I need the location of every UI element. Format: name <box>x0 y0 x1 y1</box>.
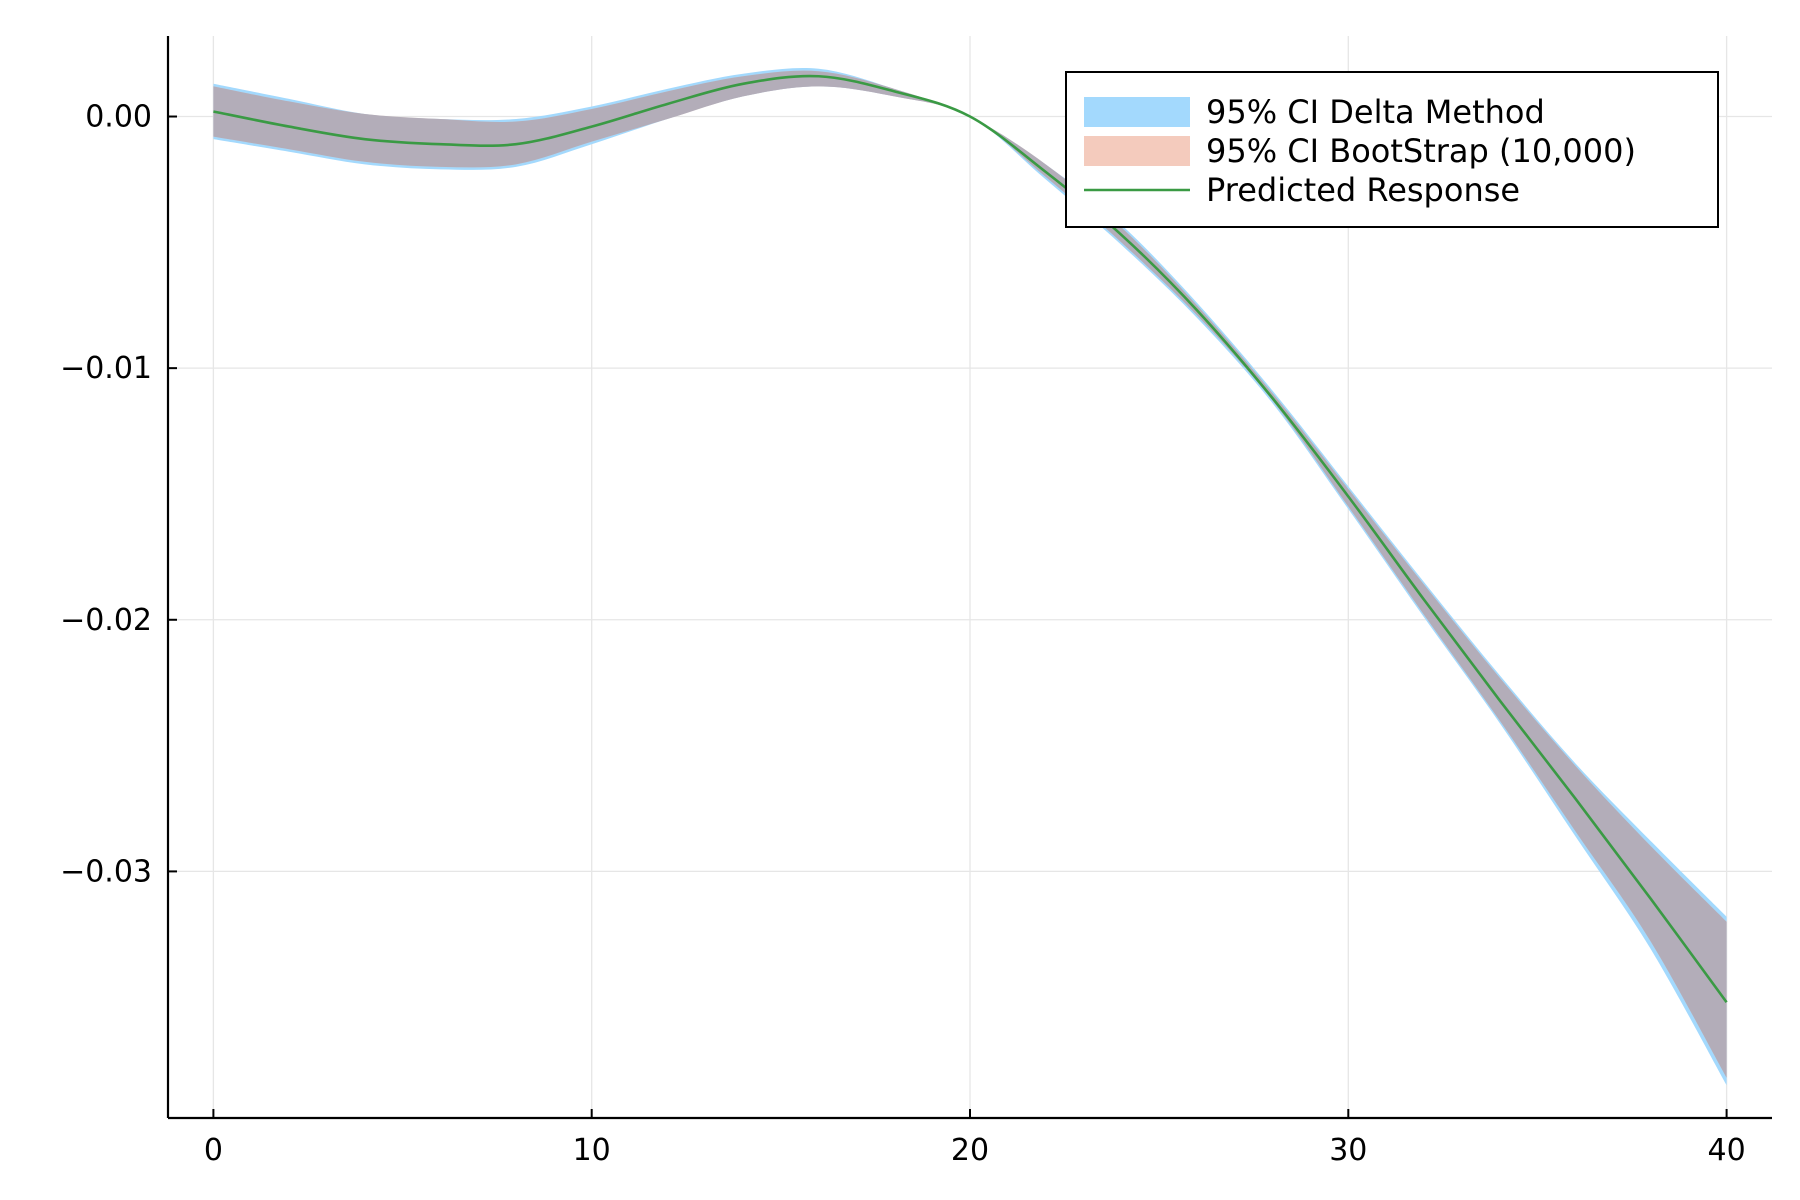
x-tick-label: 30 <box>1329 1133 1367 1168</box>
axes <box>166 36 1772 1120</box>
y-tick-label: −0.03 <box>60 854 152 889</box>
y-tick-label: 0.00 <box>85 100 152 135</box>
y-tick-label: −0.02 <box>60 603 152 638</box>
x-tick-label: 40 <box>1708 1133 1746 1168</box>
y-tick-label: −0.01 <box>60 351 152 386</box>
legend-swatch-1 <box>1084 136 1190 166</box>
predicted-response-line <box>213 74 1728 1004</box>
legend-label-2: Predicted Response <box>1206 171 1520 209</box>
series-line-predicted-response <box>213 74 1728 1004</box>
legend-label-1: 95% CI BootStrap (10,000) <box>1206 132 1636 170</box>
x-tick-label: 0 <box>204 1133 223 1168</box>
legend-label-0: 95% CI Delta Method <box>1206 93 1545 131</box>
x-tick-label: 20 <box>951 1133 989 1168</box>
legend-swatch-0 <box>1084 97 1190 127</box>
tick-labels: 0 10 20 30 40 0.00 −0.01 −0.02 −0.03 <box>60 100 1746 1168</box>
x-tick-label: 10 <box>573 1133 611 1168</box>
